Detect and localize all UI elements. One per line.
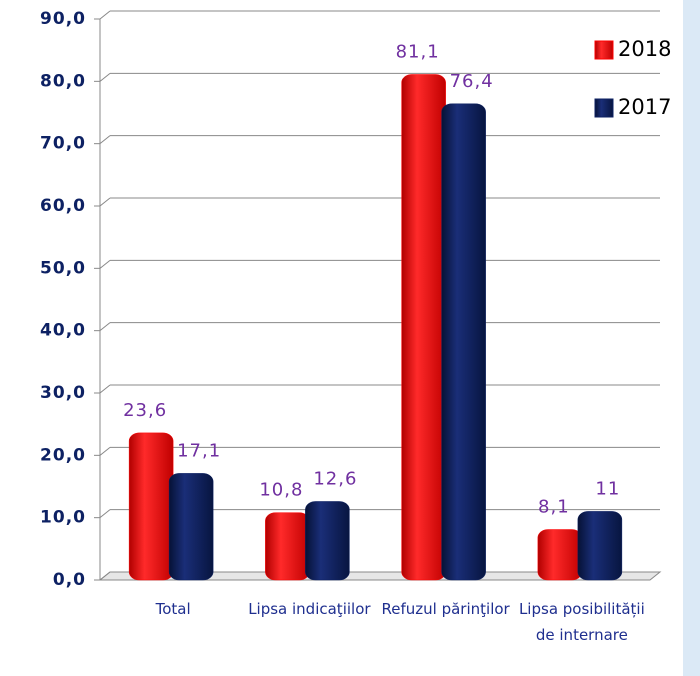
- grid-line: [99, 446, 111, 456]
- y-tick-label: 30,0: [40, 383, 86, 403]
- bar: [441, 103, 486, 581]
- side-strip: [683, 0, 700, 676]
- value-label: 23,6: [123, 400, 167, 421]
- y-tick-label: 90,0: [40, 9, 86, 29]
- grid-line: [99, 322, 111, 332]
- bar: [537, 529, 583, 581]
- value-label: 12,6: [313, 468, 357, 489]
- grid-line: [99, 509, 111, 519]
- y-tick-label: 20,0: [40, 445, 86, 465]
- grid-line: [99, 72, 111, 82]
- x-tick-label: Lipsa posibilității de internare: [518, 600, 645, 644]
- grid-line: [99, 135, 111, 145]
- y-tick-label: 0,0: [53, 570, 86, 590]
- value-label: 11: [595, 478, 620, 499]
- value-label: 76,4: [450, 71, 494, 92]
- bar: [128, 432, 174, 581]
- chart: 0,0 10,0 20,0 30,0 40,0 50,0 60,0 70,0 80,0 90,0 2…: [40, 9, 671, 590]
- x-tick-label: Lipsa indicaţiilor: [248, 600, 371, 618]
- legend-label: 2017: [618, 95, 671, 119]
- legend-swatch: [594, 98, 614, 118]
- bar: [401, 74, 446, 581]
- grid-line: [99, 384, 111, 394]
- x-tick-label: Total: [155, 600, 191, 618]
- y-tick-label: 60,0: [40, 196, 86, 216]
- bar: [265, 512, 310, 581]
- legend-swatch: [594, 40, 614, 60]
- grid-line: [99, 197, 111, 207]
- y-tick-label: 40,0: [40, 321, 86, 341]
- y-tick-label: 50,0: [40, 258, 86, 278]
- bar: [577, 511, 623, 581]
- value-label: 81,1: [396, 41, 440, 62]
- legend-label: 2018: [618, 37, 671, 61]
- grid-line: [99, 10, 111, 20]
- y-tick-label: 80,0: [40, 71, 86, 91]
- value-label: 10,8: [259, 480, 303, 501]
- value-label: 8,1: [538, 497, 570, 518]
- x-tick-label: Refuzul părinţilor: [381, 600, 510, 618]
- y-tick-label: 10,0: [40, 508, 86, 528]
- bar: [305, 501, 350, 581]
- y-tick-label: 70,0: [40, 134, 86, 154]
- value-label: 17,1: [177, 440, 221, 461]
- bar: [168, 473, 214, 581]
- grid-line: [99, 259, 111, 269]
- grid-line: [99, 571, 111, 581]
